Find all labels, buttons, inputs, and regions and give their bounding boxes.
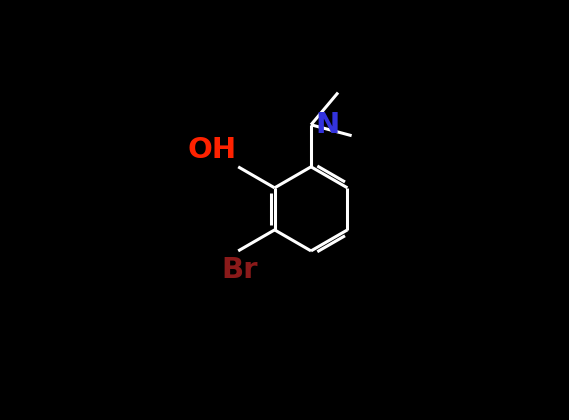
Text: OH: OH <box>187 136 237 164</box>
Text: Br: Br <box>221 256 258 284</box>
Text: N: N <box>315 111 339 139</box>
